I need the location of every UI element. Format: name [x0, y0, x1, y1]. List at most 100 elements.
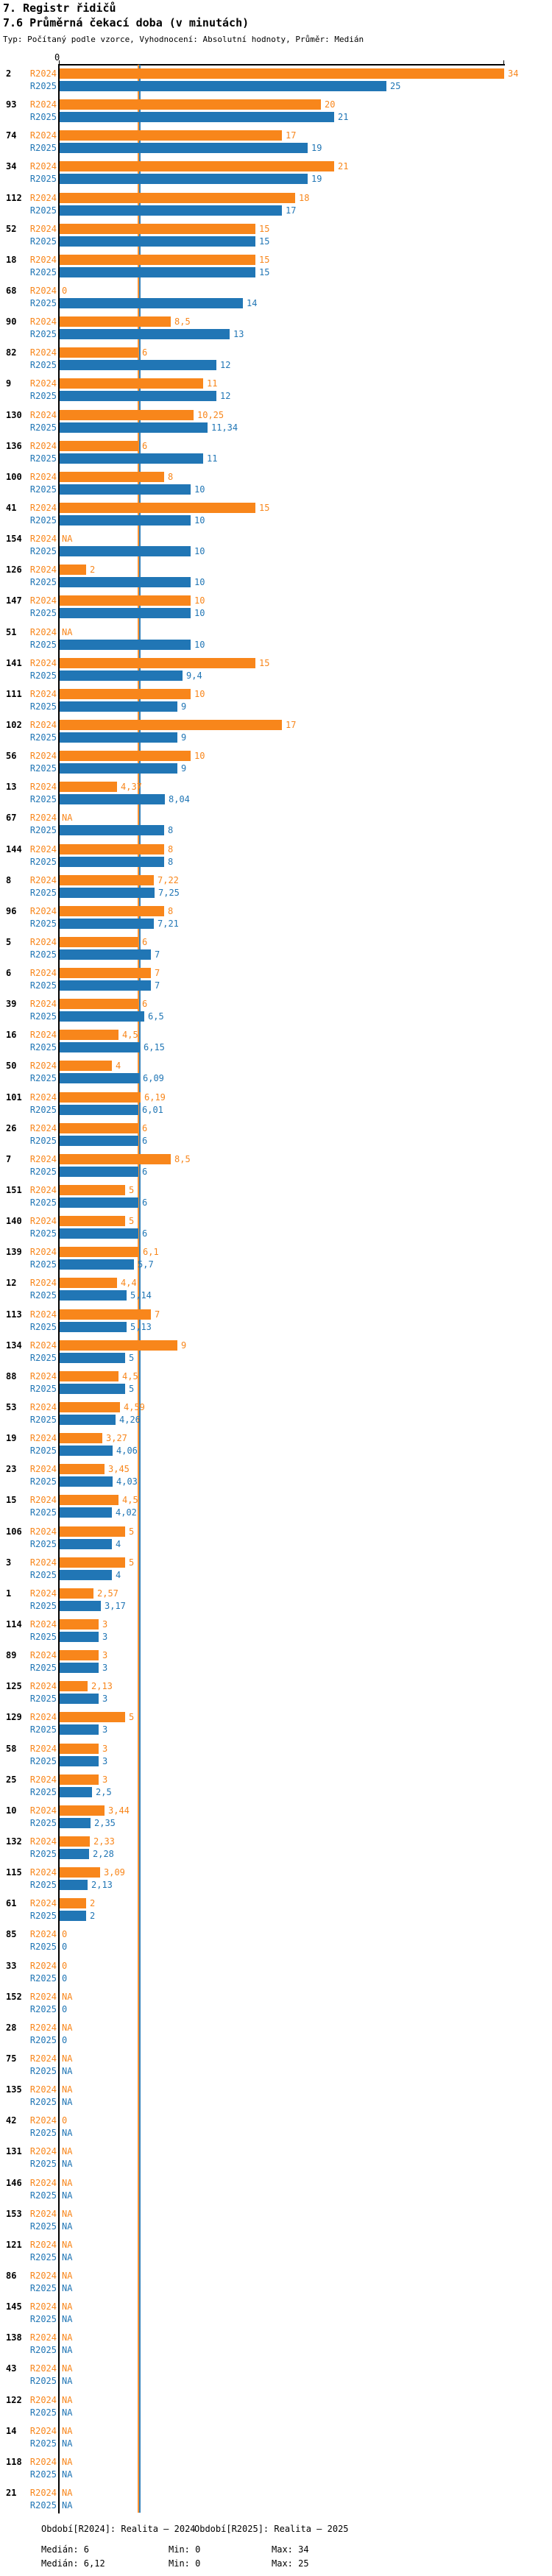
- group-label: 152: [6, 1992, 22, 2002]
- bar-value-r2024: 5: [129, 1712, 135, 1722]
- bar-value-r2025: 2,28: [93, 1849, 114, 1859]
- series-label-r2025: R2025: [29, 1507, 57, 1518]
- series-label-r2024: R2024: [29, 1557, 57, 1568]
- bar-r2025: [60, 484, 191, 495]
- series-label-r2024: R2024: [29, 503, 57, 513]
- bar-value-r2024: NA: [62, 2146, 73, 2156]
- group-label: 131: [6, 2146, 22, 2156]
- bar-value-r2025: 5,7: [138, 1259, 154, 1270]
- bar-r2025: [60, 1073, 139, 1083]
- stat-max-r2025: Max: 25: [272, 2558, 309, 2569]
- chart-title: 7.6 Průměrná čekací doba (v minutách): [3, 16, 250, 29]
- bar-r2024: [60, 1495, 118, 1505]
- bar-r2025: [60, 1011, 144, 1022]
- bar-r2024: [60, 844, 164, 854]
- bar-r2024: [60, 1340, 177, 1351]
- bar-value-r2024: 3: [102, 1619, 108, 1630]
- series-label-r2024: R2024: [29, 1805, 57, 1816]
- bar-r2025: [60, 205, 282, 216]
- median-line-r2025: [139, 65, 141, 2513]
- bar-r2025: [60, 763, 177, 774]
- group-label: 130: [6, 410, 22, 420]
- bar-r2024: [60, 751, 191, 761]
- bar-r2024: [60, 1402, 120, 1412]
- group-label: 122: [6, 2395, 22, 2405]
- bar-value-r2025: NA: [62, 2221, 73, 2232]
- group-label: 135: [6, 2084, 22, 2095]
- series-label-r2024: R2024: [29, 782, 57, 792]
- bar-value-r2025: 2: [90, 1911, 96, 1921]
- bar-value-r2025: 4,02: [116, 1507, 137, 1518]
- bar-r2024: [60, 255, 255, 265]
- bar-value-r2024: 6,19: [144, 1092, 166, 1103]
- series-label-r2024: R2024: [29, 1185, 57, 1195]
- group-label: 89: [6, 1650, 17, 1660]
- series-label-r2024: R2024: [29, 1526, 57, 1537]
- group-label: 6: [6, 968, 12, 978]
- bar-r2025: [60, 1228, 138, 1239]
- bar-value-r2024: 5: [129, 1185, 135, 1195]
- series-label-r2024: R2024: [29, 1030, 57, 1040]
- bar-value-r2024: 2,57: [97, 1588, 118, 1599]
- group-label: 34: [6, 161, 17, 171]
- bar-value-r2024: NA: [62, 2488, 73, 2498]
- bar-value-r2024: 15: [259, 658, 270, 668]
- bar-value-r2024: NA: [62, 627, 73, 637]
- bar-r2024: [60, 503, 255, 513]
- bar-value-r2025: 19: [311, 143, 322, 153]
- bar-value-r2024: 4,59: [124, 1402, 145, 1412]
- series-label-r2024: R2024: [29, 968, 57, 978]
- series-label-r2024: R2024: [29, 2115, 57, 2126]
- bar-value-r2025: 0: [62, 1942, 68, 1952]
- bar-value-r2025: NA: [62, 2376, 73, 2386]
- bar-value-r2024: NA: [62, 1992, 73, 2002]
- bar-r2024: [60, 1247, 139, 1257]
- bar-value-r2025: 7: [155, 980, 160, 991]
- series-label-r2024: R2024: [29, 1619, 57, 1630]
- group-label: 33: [6, 1961, 17, 1971]
- series-label-r2025: R2025: [29, 1880, 57, 1890]
- series-label-r2024: R2024: [29, 1929, 57, 1939]
- bar-value-r2025: 4,06: [116, 1446, 138, 1456]
- bar-value-r2025: 10: [194, 484, 205, 495]
- bar-value-r2024: 5: [129, 1526, 135, 1537]
- group-label: 115: [6, 1867, 22, 1878]
- bar-r2025: [60, 360, 216, 370]
- median-line-r2024: [138, 65, 139, 2513]
- series-label-r2024: R2024: [29, 1961, 57, 1971]
- series-label-r2025: R2025: [29, 1663, 57, 1673]
- series-label-r2025: R2025: [29, 2097, 57, 2107]
- bar-value-r2025: 10: [194, 577, 205, 587]
- group-label: 7: [6, 1154, 12, 1164]
- group-label: 19: [6, 1433, 17, 1443]
- bar-r2025: [60, 732, 177, 743]
- series-label-r2024: R2024: [29, 1650, 57, 1660]
- bar-value-r2025: NA: [62, 2159, 73, 2169]
- bar-value-r2024: 0: [62, 286, 68, 296]
- series-label-r2025: R2025: [29, 267, 57, 277]
- series-label-r2025: R2025: [29, 980, 57, 991]
- series-label-r2025: R2025: [29, 422, 57, 433]
- bar-r2024: [60, 968, 151, 978]
- series-label-r2025: R2025: [29, 391, 57, 401]
- group-label: 14: [6, 2426, 17, 2436]
- group-label: 154: [6, 534, 22, 544]
- bar-r2024: [60, 720, 282, 730]
- series-label-r2024: R2024: [29, 627, 57, 637]
- series-label-r2025: R2025: [29, 546, 57, 556]
- bar-r2025: [60, 174, 308, 184]
- x-axis-tick-start: [59, 60, 60, 64]
- bar-r2024: [60, 1433, 102, 1443]
- series-label-r2025: R2025: [29, 1011, 57, 1022]
- bar-value-r2024: NA: [62, 2457, 73, 2467]
- bar-r2024: [60, 441, 138, 451]
- bar-r2024: [60, 1557, 125, 1568]
- bar-r2024: [60, 1092, 141, 1103]
- bar-value-r2024: 21: [338, 161, 349, 171]
- series-label-r2025: R2025: [29, 2252, 57, 2262]
- bar-r2024: [60, 1619, 99, 1630]
- series-label-r2025: R2025: [29, 1694, 57, 1704]
- series-label-r2024: R2024: [29, 2209, 57, 2219]
- bar-r2024: [60, 68, 504, 79]
- bar-value-r2025: 15: [259, 236, 270, 247]
